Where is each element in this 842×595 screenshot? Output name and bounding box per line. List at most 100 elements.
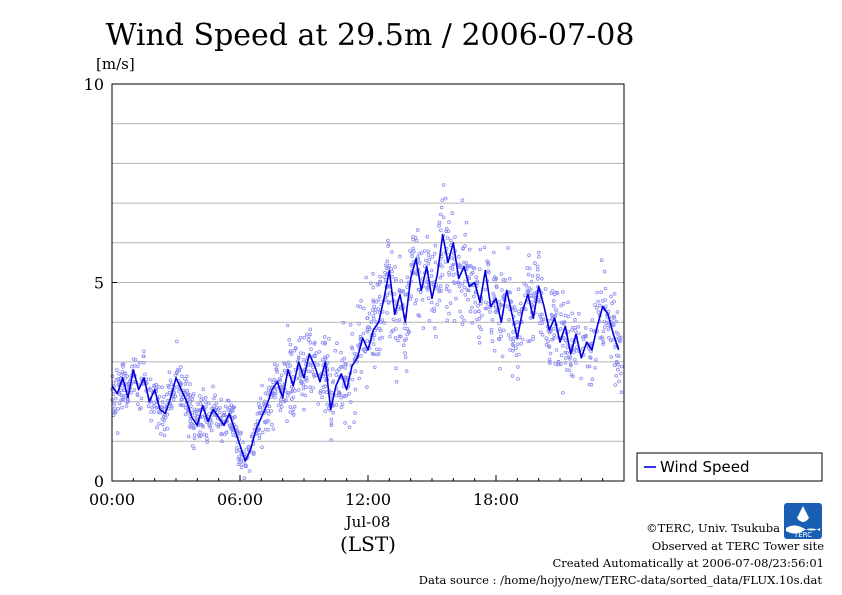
scatter-point bbox=[323, 355, 327, 360]
scatter-point bbox=[357, 322, 361, 326]
scatter-point bbox=[441, 183, 446, 187]
scatter-point bbox=[337, 393, 342, 398]
scatter-point bbox=[414, 238, 419, 243]
scatter-point bbox=[554, 310, 559, 314]
scatter-point bbox=[278, 397, 283, 402]
x-tick-label: 18:00 bbox=[473, 490, 519, 509]
x-axis-date-label: Jul-08 bbox=[344, 513, 391, 531]
scatter-point bbox=[603, 304, 608, 309]
scatter-point bbox=[218, 422, 223, 427]
scatter-point bbox=[278, 378, 283, 383]
scatter-point bbox=[169, 404, 174, 408]
scatter-point bbox=[306, 338, 311, 342]
scatter-point bbox=[167, 370, 172, 375]
scatter-point bbox=[132, 388, 137, 392]
scatter-point bbox=[157, 384, 161, 389]
scatter-point bbox=[396, 338, 400, 343]
scatter-point bbox=[192, 436, 197, 441]
scatter-point bbox=[493, 277, 498, 282]
scatter-point bbox=[190, 397, 195, 402]
observed-site-text: Observed at TERC Tower site bbox=[652, 539, 824, 553]
scatter-point bbox=[298, 335, 303, 340]
scatter-point bbox=[528, 316, 533, 320]
scatter-point bbox=[370, 308, 375, 312]
scatter-point bbox=[561, 336, 566, 340]
scatter-point bbox=[487, 270, 491, 275]
scatter-point bbox=[240, 462, 244, 467]
scatter-point bbox=[385, 259, 390, 264]
x-axis-timezone-label: (LST) bbox=[340, 532, 396, 556]
scatter-point bbox=[160, 422, 165, 427]
scatter-point bbox=[111, 413, 116, 418]
scatter-point bbox=[329, 421, 334, 426]
scatter-point bbox=[443, 196, 448, 201]
scatter-point bbox=[499, 303, 504, 308]
scatter-point bbox=[160, 400, 165, 404]
scatter-point bbox=[550, 337, 554, 342]
scatter-point bbox=[293, 346, 298, 351]
scatter-point bbox=[564, 368, 569, 372]
scatter-point bbox=[430, 254, 435, 259]
scatter-point bbox=[291, 395, 296, 400]
scatter-point bbox=[263, 399, 267, 404]
scatter-point bbox=[589, 327, 593, 332]
scatter-point bbox=[462, 318, 467, 323]
scatter-point bbox=[119, 388, 123, 393]
scatter-point bbox=[615, 310, 620, 314]
scatter-point bbox=[600, 337, 605, 341]
scatter-point bbox=[260, 445, 264, 450]
scatter-point bbox=[517, 352, 521, 357]
scatter-point bbox=[111, 391, 116, 396]
scatter-point bbox=[198, 430, 202, 435]
scatter-point bbox=[411, 246, 416, 251]
scatter-point bbox=[196, 402, 200, 406]
scatter-point bbox=[389, 250, 394, 254]
scatter-point bbox=[365, 316, 370, 320]
scatter-point bbox=[198, 394, 202, 398]
scatter-point bbox=[573, 328, 578, 333]
scatter-point bbox=[320, 395, 324, 400]
scatter-point bbox=[539, 317, 544, 322]
scatter-point bbox=[194, 416, 199, 421]
scatter-point bbox=[184, 379, 189, 384]
scatter-point bbox=[272, 362, 277, 367]
scatter-point bbox=[432, 309, 437, 314]
scatter-point bbox=[403, 355, 408, 360]
scatter-point bbox=[437, 298, 442, 303]
scatter-point bbox=[210, 406, 214, 411]
scatter-point bbox=[477, 340, 482, 345]
scatter-point bbox=[113, 406, 117, 411]
scatter-point bbox=[362, 306, 366, 311]
scatter-point bbox=[566, 355, 571, 359]
scatter-point bbox=[179, 392, 183, 397]
scatter-point bbox=[155, 405, 159, 410]
scatter-point bbox=[152, 410, 156, 414]
scatter-point bbox=[506, 246, 511, 250]
scatter-point bbox=[378, 274, 382, 279]
scatter-point bbox=[116, 377, 120, 381]
scatter-point bbox=[426, 261, 431, 266]
scatter-point bbox=[371, 299, 376, 304]
scatter-point bbox=[163, 415, 168, 420]
scatter-point bbox=[409, 294, 414, 298]
scatter-point bbox=[300, 380, 304, 384]
scatter-point bbox=[611, 322, 616, 326]
scatter-point bbox=[404, 369, 409, 373]
scatter-point bbox=[479, 327, 483, 332]
scatter-point bbox=[445, 318, 450, 323]
scatter-point bbox=[402, 338, 407, 343]
scatter-point bbox=[549, 317, 554, 321]
scatter-point bbox=[563, 356, 568, 360]
scatter-point bbox=[405, 275, 410, 280]
scatter-point bbox=[219, 397, 224, 402]
scatter-point bbox=[529, 279, 534, 284]
scatter-point bbox=[157, 394, 162, 399]
scatter-point bbox=[511, 330, 516, 334]
scatter-point bbox=[454, 296, 458, 301]
scatter-point bbox=[527, 286, 532, 290]
scatter-point bbox=[221, 413, 225, 418]
scatter-point bbox=[291, 413, 296, 417]
scatter-point bbox=[296, 388, 301, 392]
scatter-point bbox=[437, 223, 441, 228]
scatter-point bbox=[289, 384, 294, 389]
